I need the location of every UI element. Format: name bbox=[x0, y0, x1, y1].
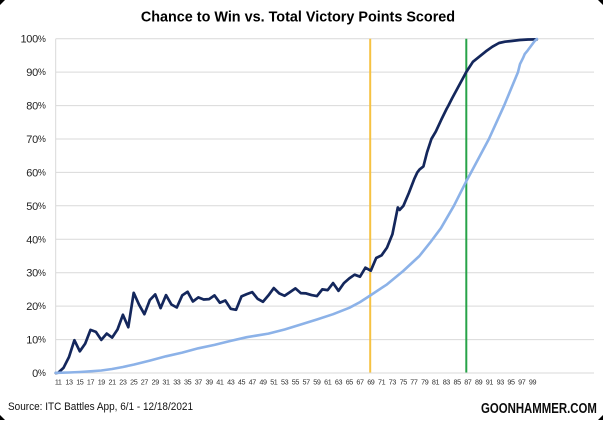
svg-text:35: 35 bbox=[184, 377, 192, 386]
svg-text:49: 49 bbox=[259, 377, 267, 386]
svg-text:15: 15 bbox=[76, 377, 84, 386]
svg-text:79: 79 bbox=[421, 377, 429, 386]
svg-text:0%: 0% bbox=[32, 368, 46, 380]
svg-text:61: 61 bbox=[324, 377, 332, 386]
svg-text:55: 55 bbox=[292, 377, 300, 386]
svg-text:71: 71 bbox=[378, 377, 386, 386]
svg-text:99: 99 bbox=[529, 377, 537, 386]
svg-text:83: 83 bbox=[443, 377, 451, 386]
svg-text:GOONHAMMER.COM: GOONHAMMER.COM bbox=[481, 399, 597, 416]
svg-text:65: 65 bbox=[346, 377, 354, 386]
svg-text:23: 23 bbox=[119, 377, 127, 386]
svg-text:13: 13 bbox=[65, 377, 73, 386]
svg-text:87: 87 bbox=[464, 377, 472, 386]
svg-text:39: 39 bbox=[205, 377, 213, 386]
svg-text:41: 41 bbox=[216, 377, 224, 386]
svg-text:93: 93 bbox=[497, 377, 505, 386]
svg-text:100%: 100% bbox=[20, 34, 45, 46]
svg-text:21: 21 bbox=[108, 377, 116, 386]
svg-text:45: 45 bbox=[238, 377, 246, 386]
svg-text:81: 81 bbox=[432, 377, 440, 386]
svg-text:50%: 50% bbox=[26, 201, 46, 213]
svg-text:31: 31 bbox=[162, 377, 170, 386]
svg-text:90%: 90% bbox=[26, 67, 46, 79]
svg-text:10%: 10% bbox=[26, 335, 46, 347]
svg-text:47: 47 bbox=[249, 377, 257, 386]
svg-text:51: 51 bbox=[270, 377, 278, 386]
svg-text:11: 11 bbox=[55, 377, 62, 386]
svg-text:91: 91 bbox=[486, 377, 494, 386]
svg-text:73: 73 bbox=[389, 377, 397, 386]
svg-text:40%: 40% bbox=[26, 234, 46, 246]
svg-text:80%: 80% bbox=[26, 101, 46, 113]
svg-text:70%: 70% bbox=[26, 134, 46, 146]
svg-text:95: 95 bbox=[507, 377, 515, 386]
svg-text:43: 43 bbox=[227, 377, 235, 386]
svg-text:Chance to Win vs. Total Victor: Chance to Win vs. Total Victory Points S… bbox=[141, 9, 455, 25]
svg-text:75: 75 bbox=[400, 377, 408, 386]
svg-text:Source: ITC Battles App, 6/1 -: Source: ITC Battles App, 6/1 - 12/18/202… bbox=[8, 400, 193, 413]
svg-text:30%: 30% bbox=[26, 268, 46, 280]
svg-text:25: 25 bbox=[130, 377, 138, 386]
svg-text:27: 27 bbox=[141, 377, 149, 386]
svg-text:97: 97 bbox=[518, 377, 526, 386]
svg-text:53: 53 bbox=[281, 377, 289, 386]
svg-text:29: 29 bbox=[152, 377, 160, 386]
svg-text:57: 57 bbox=[302, 377, 310, 386]
svg-text:89: 89 bbox=[475, 377, 483, 386]
svg-text:60%: 60% bbox=[26, 167, 46, 179]
svg-text:59: 59 bbox=[313, 377, 321, 386]
svg-text:33: 33 bbox=[173, 377, 181, 386]
svg-text:19: 19 bbox=[98, 377, 106, 386]
svg-text:85: 85 bbox=[453, 377, 461, 386]
svg-text:20%: 20% bbox=[26, 301, 46, 313]
svg-text:77: 77 bbox=[410, 377, 418, 386]
svg-text:67: 67 bbox=[356, 377, 364, 386]
svg-text:63: 63 bbox=[335, 377, 343, 386]
svg-text:17: 17 bbox=[87, 377, 95, 386]
svg-text:37: 37 bbox=[195, 377, 203, 386]
svg-text:69: 69 bbox=[367, 377, 375, 386]
